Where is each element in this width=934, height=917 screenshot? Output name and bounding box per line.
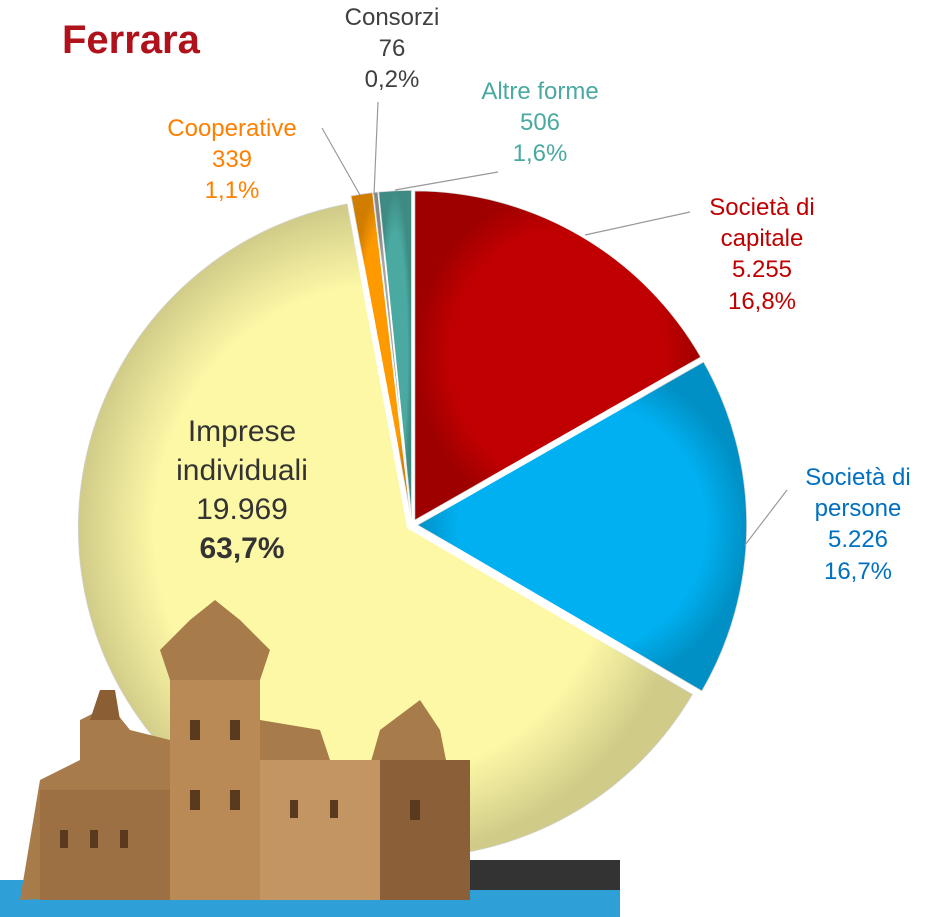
value-label: 76 — [332, 33, 452, 64]
percent-label: 1,6% — [440, 138, 640, 169]
percent-label: 0,2% — [332, 64, 452, 95]
category-name: Altre forme — [440, 76, 640, 107]
value-label: 5.255 — [682, 254, 842, 285]
leader-line — [322, 128, 360, 195]
percent-label: 63,7% — [152, 529, 332, 568]
value-label: 339 — [142, 144, 322, 175]
percent-label: 1,1% — [142, 175, 322, 206]
value-label: 19.969 — [152, 490, 332, 529]
category-name: Cooperative — [142, 113, 322, 144]
value-label: 506 — [440, 107, 640, 138]
chart-title: Ferrara — [62, 18, 200, 63]
percent-label: 16,7% — [778, 556, 934, 587]
leader-line — [374, 102, 378, 195]
value-label: 5.226 — [778, 524, 934, 555]
category-name: Imprese individuali — [152, 412, 332, 490]
leader-line — [395, 172, 498, 190]
leader-line — [585, 212, 690, 235]
category-name: Società di persone — [778, 462, 934, 524]
page: Ferrara Società di capitale5.25516,8%Soc… — [0, 0, 934, 917]
percent-label: 16,8% — [682, 286, 842, 317]
category-name: Società di capitale — [682, 192, 842, 254]
category-name: Consorzi — [332, 2, 452, 33]
